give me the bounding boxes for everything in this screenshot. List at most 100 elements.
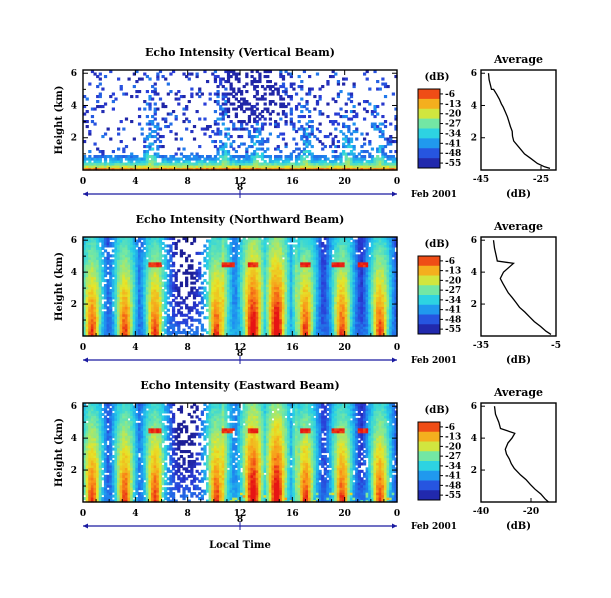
colorbar-tick-label: -41 xyxy=(445,139,461,149)
date-bar: 8 Feb 2001 xyxy=(83,183,457,200)
y-tick-label: 6 xyxy=(71,69,77,79)
colorbar-band xyxy=(418,108,440,119)
profile-frame xyxy=(480,69,557,171)
date-marker-label: 8 xyxy=(237,515,243,525)
x-tick-label: 0 xyxy=(394,343,400,353)
y-tick-label: 2 xyxy=(71,300,77,310)
colorbar-band xyxy=(418,98,440,110)
x-tick-label: -45 xyxy=(473,175,489,185)
x-tick-label: -40 xyxy=(473,507,489,517)
date-marker-label: 8 xyxy=(237,183,243,193)
colorbar-band xyxy=(418,480,440,491)
y-tick-label: 2 xyxy=(71,134,77,144)
colorbar: (dB) -6-13-20-27-34-41-48-55 xyxy=(417,72,461,169)
x-tick-label: 8 xyxy=(185,509,191,519)
colorbar-band xyxy=(418,118,440,129)
colorbar-frame xyxy=(417,88,441,169)
colorbar-unit: (dB) xyxy=(425,405,450,416)
date-bar-start-arrow xyxy=(83,357,88,363)
colorbar-band xyxy=(418,128,440,139)
colorbar-frame xyxy=(417,255,441,335)
colorbar-tick-label: -41 xyxy=(445,472,461,482)
date-label: Feb 2001 xyxy=(411,190,457,200)
heatmap-panel-2: Echo Intensity (Northward Beam) 2 4 6 Height… xyxy=(54,213,461,366)
x-tick-label: 4 xyxy=(132,509,138,519)
colorbar-tick-label: -6 xyxy=(445,423,455,433)
colorbar-unit: (dB) xyxy=(425,72,450,83)
colorbar-band xyxy=(418,324,440,335)
colorbar-band xyxy=(418,441,440,452)
x-tick-label: 0 xyxy=(80,343,86,353)
colorbar-band xyxy=(418,451,440,462)
profile-panel-2: Average 2 4 6 -35 -5 (dB) xyxy=(471,220,561,366)
profile-panel-1: Average 2 4 6 -45 -25(dB) xyxy=(471,53,557,200)
y-axis-label: Height (km) xyxy=(54,418,65,487)
colorbar-tick-label: -13 xyxy=(445,433,461,443)
x-tick-label: 0 xyxy=(80,509,86,519)
profile-title: Average xyxy=(493,386,543,399)
x-tick-label: -35 xyxy=(473,341,489,351)
profile-frame xyxy=(480,236,557,337)
y-tick-label: 6 xyxy=(471,69,477,79)
colorbar-tick-label: -48 xyxy=(445,149,461,159)
colorbar-frame xyxy=(417,421,441,501)
colorbar-tick-label: -55 xyxy=(445,325,461,335)
y-tick-label: 6 xyxy=(471,236,477,246)
profile-title: Average xyxy=(493,53,543,66)
x-tick-label: 12 xyxy=(234,343,247,353)
chart-title: Echo Intensity (Vertical Beam) xyxy=(145,46,335,59)
x-tick-label: -20 xyxy=(523,507,539,517)
colorbar-tick-label: -6 xyxy=(445,257,455,267)
y-tick-label: 4 xyxy=(471,268,477,278)
heatmap-panel-3: Echo Intensity (Eastward Beam) 2 4 6 Height … xyxy=(54,379,461,551)
x-axis-label: Local Time xyxy=(209,540,271,551)
colorbar-tick-label: -20 xyxy=(445,110,461,120)
x-tick-label: 20 xyxy=(338,177,351,187)
colorbar-tick-label: -55 xyxy=(445,159,461,169)
heatmap-cells xyxy=(83,403,398,503)
colorbar-unit: (dB) xyxy=(425,239,450,250)
y-tick-label: 4 xyxy=(71,268,77,278)
x-tick-label: 12 xyxy=(234,509,247,519)
date-bar-start-arrow xyxy=(83,523,88,529)
colorbar-band xyxy=(418,461,440,472)
date-bar-start-arrow xyxy=(83,191,88,197)
y-tick-label: 6 xyxy=(471,402,477,412)
y-tick-label: 6 xyxy=(71,236,77,246)
x-tick-label: -5 xyxy=(551,341,561,351)
colorbar-band xyxy=(418,422,440,433)
colorbar-band xyxy=(418,138,440,149)
colorbar-tick-label: -48 xyxy=(445,315,461,325)
heatmap-cells xyxy=(83,237,398,337)
colorbar-band xyxy=(418,295,440,306)
date-marker-label: 8 xyxy=(237,349,243,359)
x-tick-label: 0 xyxy=(80,177,86,187)
colorbar-tick-label: -34 xyxy=(445,129,461,139)
x-tick-label: 16 xyxy=(286,509,299,519)
profile-line xyxy=(487,73,551,170)
profile-frame xyxy=(480,402,557,503)
x-tick-label: 12 xyxy=(234,177,247,187)
y-tick-label: 2 xyxy=(471,134,477,144)
x-axis-label: (dB) xyxy=(506,189,531,200)
colorbar-band xyxy=(418,470,440,481)
colorbar-band xyxy=(418,490,440,501)
colorbar-tick-label: -27 xyxy=(445,120,461,130)
x-tick-label: 0 xyxy=(394,177,400,187)
colorbar-tick-label: -6 xyxy=(445,90,455,100)
colorbar-tick-label: -20 xyxy=(445,442,461,452)
x-tick-label: -25 xyxy=(533,175,549,185)
colorbar-tick-label: -55 xyxy=(445,491,461,501)
y-axis-label: Height (km) xyxy=(54,252,65,321)
chart-title: Echo Intensity (Eastward Beam) xyxy=(140,379,339,392)
colorbar-tick-label: -13 xyxy=(445,267,461,277)
x-tick-label: 20 xyxy=(338,343,351,353)
colorbar-band xyxy=(418,89,440,100)
y-tick-label: 4 xyxy=(471,434,477,444)
colorbar-band xyxy=(418,265,440,276)
heatmap-panel-1: Echo Intensity (Vertical Beam) 2 4 6 Height … xyxy=(54,46,461,200)
y-tick-label: 6 xyxy=(71,402,77,412)
colorbar-tick-label: -34 xyxy=(445,462,461,472)
colorbar-tick-label: -20 xyxy=(445,276,461,286)
colorbar-band xyxy=(418,431,440,442)
